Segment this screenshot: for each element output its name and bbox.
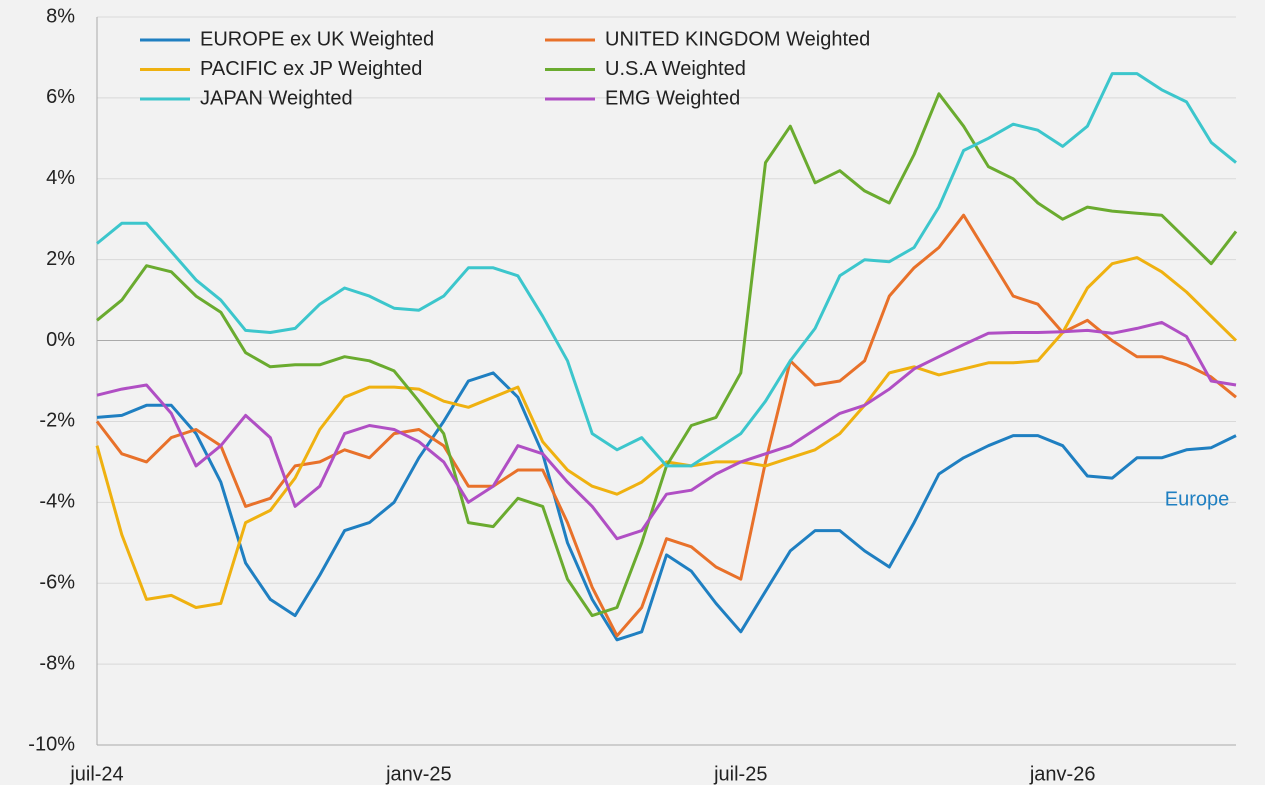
y-tick-label: -6% <box>39 572 75 594</box>
legend-label: PACIFIC ex JP Weighted <box>200 58 422 80</box>
series-line <box>95 213 1237 638</box>
y-tick-label: 6% <box>46 86 75 108</box>
grid: -10% -8% -6% -4% -2% 0% 2% 4% 6% 8% juil-24 janv-25… <box>28 5 1236 785</box>
x-tick-label: janv-26 <box>1029 763 1096 785</box>
y-tick-label: -8% <box>39 652 75 674</box>
x-tick-label: juil-24 <box>69 763 123 785</box>
y-tick-label: 0% <box>46 329 75 351</box>
x-tick-label: juil-25 <box>713 763 767 785</box>
legend-label: UNITED KINGDOM Weighted <box>605 28 870 50</box>
legend: EUROPE ex UK Weighted UNITED KINGDOM Weig… <box>140 28 870 109</box>
legend-label: EUROPE ex UK Weighted <box>200 28 434 50</box>
y-tick-label: 4% <box>46 167 75 189</box>
y-tick-label: -10% <box>28 733 75 755</box>
x-tick-label: janv-25 <box>385 763 452 785</box>
y-tick-label: -2% <box>39 410 75 432</box>
plot-area <box>95 72 1238 642</box>
y-tick-label: 8% <box>46 5 75 27</box>
y-tick-label: -4% <box>39 491 75 513</box>
series-line <box>96 72 1237 468</box>
annotation: Europe <box>1165 488 1230 510</box>
legend-label: EMG Weighted <box>605 87 740 109</box>
y-tick-label: 2% <box>46 248 75 270</box>
legend-label: U.S.A Weighted <box>605 58 746 80</box>
series-line <box>95 256 1238 609</box>
series-line <box>96 371 1237 642</box>
legend-label: JAPAN Weighted <box>200 87 353 109</box>
series-line <box>96 320 1237 541</box>
